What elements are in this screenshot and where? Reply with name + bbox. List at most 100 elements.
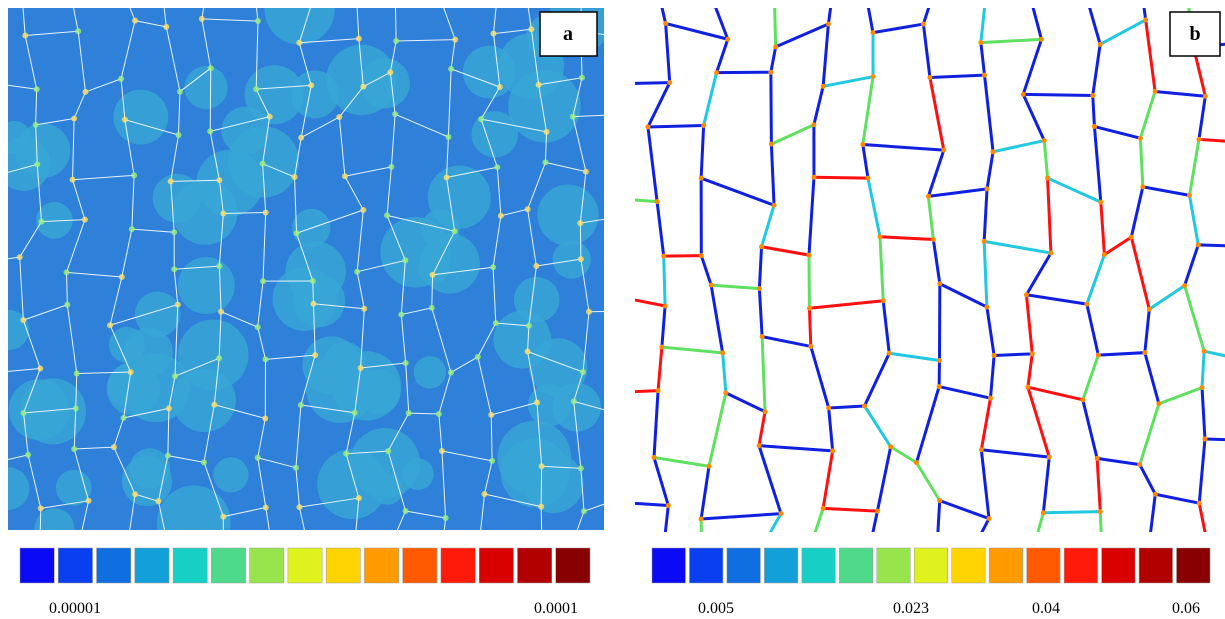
texture-patch [264, 8, 335, 45]
color-swatch [19, 547, 55, 584]
junction [580, 508, 587, 515]
grain-boundary [8, 84, 37, 90]
grain-boundary [572, 116, 587, 172]
texture-patch [156, 485, 231, 530]
junction [312, 352, 319, 359]
color-swatch [1138, 547, 1173, 584]
junction [936, 357, 942, 363]
grain-boundary [1081, 354, 1100, 401]
junction [110, 444, 117, 451]
grain-boundary [8, 454, 29, 460]
grain-boundary [298, 8, 311, 43]
junction [808, 543, 813, 548]
texture-patch [129, 448, 171, 489]
junction [629, 491, 635, 497]
junction [1201, 348, 1207, 354]
junction [155, 498, 162, 505]
grain-boundary [480, 86, 501, 120]
grain-boundary [1129, 236, 1151, 310]
junction [198, 15, 205, 22]
grain-boundary [862, 143, 944, 152]
grain-boundary [572, 114, 604, 118]
grain-boundary [769, 46, 778, 73]
junction [808, 343, 814, 349]
grain-boundary [438, 413, 443, 452]
junction [569, 113, 576, 120]
junction [220, 513, 227, 520]
junction [577, 220, 584, 227]
grain-boundary [1204, 437, 1225, 442]
grain-boundary [861, 76, 875, 145]
junction [880, 298, 886, 304]
grain-boundary [761, 335, 812, 348]
junction [615, 214, 621, 220]
junction [1097, 509, 1103, 515]
grain-boundary [201, 18, 258, 22]
grain-boundary [344, 175, 364, 211]
grain-boundary [809, 299, 884, 310]
grain-boundary [19, 221, 42, 258]
junction [172, 373, 179, 380]
grain-boundary [1027, 385, 1084, 402]
grain-boundary [1200, 351, 1206, 388]
junction [488, 411, 495, 418]
grain-boundary [866, 8, 875, 33]
junction [937, 281, 943, 287]
grain-boundary [438, 372, 452, 415]
grain-boundary [36, 164, 42, 222]
grain-boundary [979, 42, 987, 76]
grain-boundary [982, 241, 989, 308]
grain-boundary [167, 408, 170, 456]
junction [659, 344, 665, 350]
grain-boundary [257, 418, 266, 458]
grain-boundary [1129, 186, 1145, 238]
junction [708, 282, 714, 288]
junction [1195, 242, 1201, 248]
junction [69, 176, 76, 183]
junction [830, 448, 836, 454]
grain-boundary [1138, 463, 1157, 495]
grain-boundary [390, 114, 396, 167]
grain-boundary [813, 175, 869, 180]
grain-boundary [1188, 195, 1200, 246]
grain-boundary [980, 517, 991, 532]
grain-boundary [980, 37, 1042, 45]
color-swatch [651, 547, 686, 584]
grain-boundary [939, 499, 990, 520]
grain-boundary [721, 352, 728, 393]
junction [860, 142, 866, 148]
junction [254, 454, 261, 461]
grain-boundary [262, 163, 295, 178]
junction [941, 147, 947, 153]
grain-boundary [1021, 38, 1043, 95]
junction [392, 111, 399, 118]
grain-boundary [630, 494, 632, 551]
junction [253, 86, 260, 93]
junction [497, 212, 504, 219]
junction [443, 174, 450, 181]
grain-boundary [262, 116, 271, 164]
grain-boundary [432, 266, 494, 276]
grain-boundary [1021, 93, 1046, 142]
junction [978, 447, 984, 453]
grain-boundary [647, 123, 704, 129]
junction [1046, 454, 1052, 460]
grain-boundary [295, 467, 300, 508]
grain-boundary [400, 314, 407, 364]
grain-boundary [389, 40, 397, 73]
grain-boundary [312, 281, 314, 304]
grain-boundary [655, 201, 666, 257]
grain-boundary [572, 77, 583, 117]
grain-boundary [709, 284, 725, 354]
grain-boundary [541, 465, 581, 469]
grain-boundary [775, 22, 829, 49]
grain-boundary [129, 494, 136, 530]
grain-boundary [616, 217, 618, 258]
grain-boundary [477, 356, 492, 416]
junction [127, 369, 134, 376]
grain-boundary [408, 412, 439, 415]
junction [262, 415, 269, 422]
grain-boundary [538, 84, 548, 132]
texture-patch [552, 383, 601, 432]
grain-boundary [299, 497, 359, 508]
